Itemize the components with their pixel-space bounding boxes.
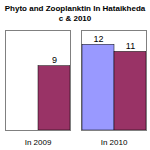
svg-text:In 2010: In 2010 — [101, 138, 128, 147]
svg-text:9: 9 — [52, 55, 57, 65]
svg-text:In 2009: In 2009 — [25, 138, 52, 147]
svg-text:11: 11 — [126, 41, 135, 51]
svg-text:12: 12 — [93, 34, 103, 44]
html-text:Phyto and Zooplanktin In Hatai: Phyto and Zooplanktin In Hataikheda c & … — [4, 4, 146, 23]
